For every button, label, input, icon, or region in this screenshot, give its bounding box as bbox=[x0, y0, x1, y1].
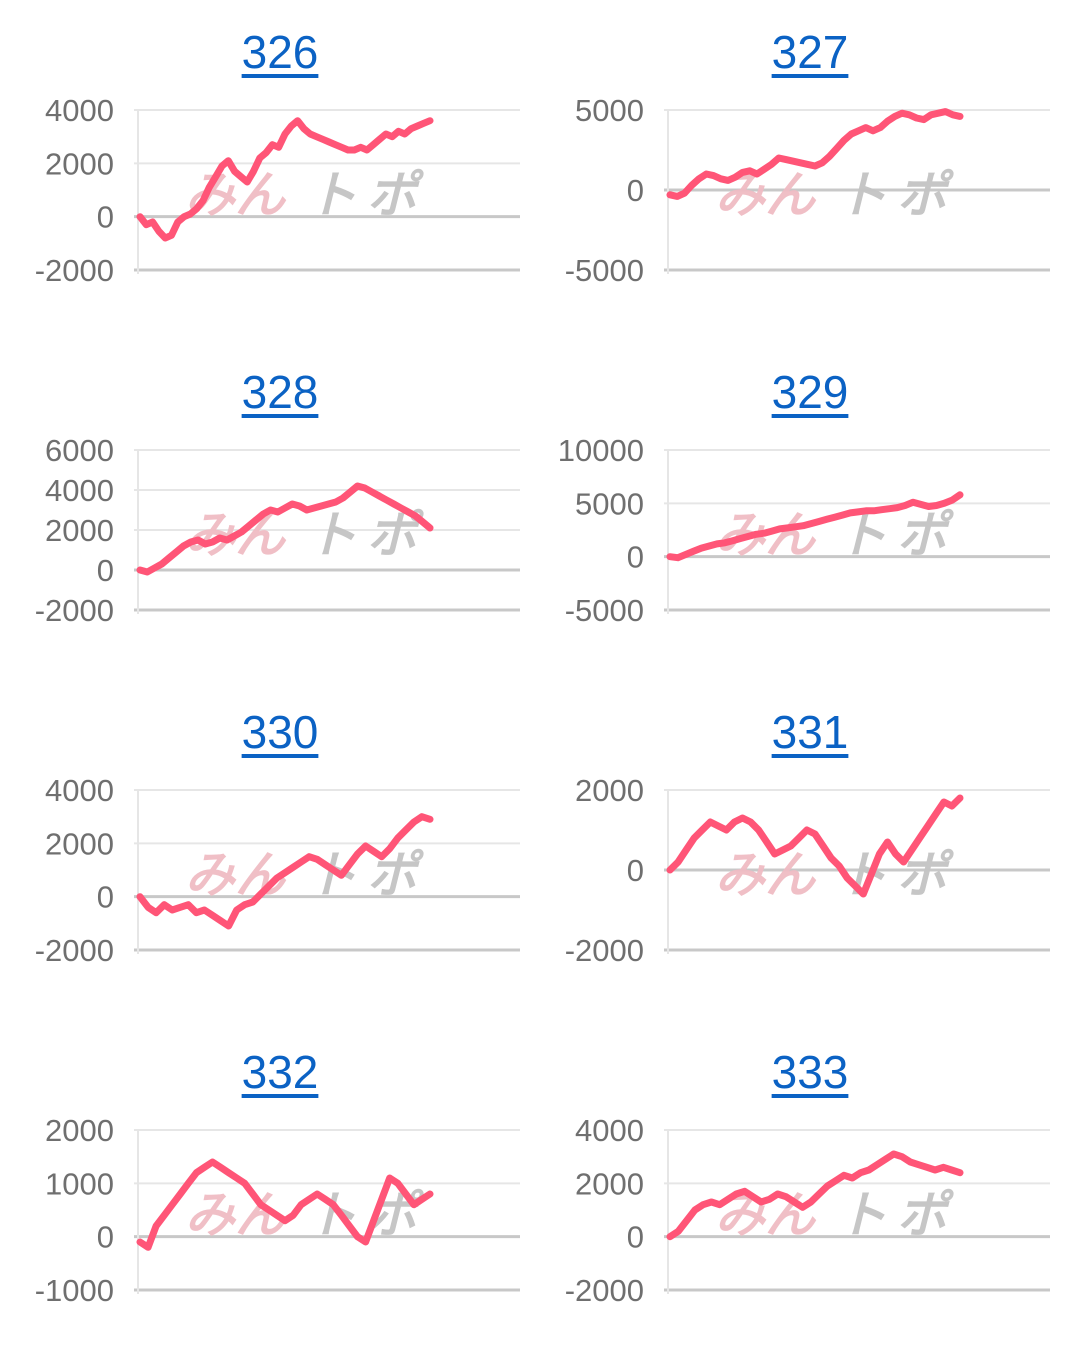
watermark-text-gray-2: ポ bbox=[897, 1187, 955, 1243]
y-tick-label: 1000 bbox=[45, 1166, 114, 1201]
y-tick-label: 0 bbox=[97, 880, 114, 915]
chart-panel-326: 4000 2000 0 -2000 みんトポ 326 bbox=[10, 0, 550, 340]
chart-title-link-326[interactable]: 326 bbox=[10, 26, 550, 78]
watermark-text-pink: みん bbox=[715, 167, 817, 223]
y-tick-label: 2000 bbox=[45, 826, 114, 861]
y-tick-label: 0 bbox=[627, 540, 644, 575]
y-tick-label: -1000 bbox=[35, 1273, 114, 1308]
y-tick-label: -2000 bbox=[565, 1273, 644, 1308]
y-tick-label: -2000 bbox=[565, 933, 644, 968]
y-tick-label: -5000 bbox=[565, 593, 644, 628]
chart-title-link-330[interactable]: 330 bbox=[10, 706, 550, 758]
watermark-logo: みんトポ bbox=[185, 1187, 425, 1243]
chart-panel-327: 5000 0 -5000 みんトポ 327 bbox=[540, 0, 1080, 340]
y-tick-label: -5000 bbox=[565, 253, 644, 288]
watermark-logo: みんトポ bbox=[715, 847, 955, 903]
y-tick-label: 4000 bbox=[45, 773, 114, 808]
y-tick-label: 4000 bbox=[45, 473, 114, 508]
y-tick-label: 0 bbox=[627, 1220, 644, 1255]
y-tick-label: 2000 bbox=[45, 513, 114, 548]
chart-title-link-332[interactable]: 332 bbox=[10, 1046, 550, 1098]
y-tick-label: 0 bbox=[97, 200, 114, 235]
y-tick-label: 4000 bbox=[45, 93, 114, 128]
watermark-text-gray: ト bbox=[837, 1187, 887, 1243]
watermark-text-pink: みん bbox=[715, 847, 817, 903]
watermark-text-pink: みん bbox=[185, 847, 287, 903]
y-tick-label: 0 bbox=[627, 853, 644, 888]
y-tick-label: -2000 bbox=[35, 933, 114, 968]
y-tick-label: 0 bbox=[627, 173, 644, 208]
watermark-text-gray: ト bbox=[307, 167, 357, 223]
y-tick-label: 6000 bbox=[45, 433, 114, 468]
watermark-text-gray: ト bbox=[307, 507, 357, 563]
y-tick-label: 0 bbox=[97, 1220, 114, 1255]
chart-title-link-328[interactable]: 328 bbox=[10, 366, 550, 418]
watermark-text-gray-2: ポ bbox=[367, 167, 425, 223]
y-tick-label: -2000 bbox=[35, 253, 114, 288]
y-tick-label: 5000 bbox=[575, 93, 644, 128]
watermark-text-gray-2: ポ bbox=[897, 507, 955, 563]
chart-title-link-329[interactable]: 329 bbox=[540, 366, 1080, 418]
y-tick-label: 0 bbox=[97, 553, 114, 588]
y-tick-label: 10000 bbox=[558, 433, 644, 468]
chart-title-link-331[interactable]: 331 bbox=[540, 706, 1080, 758]
chart-title-link-327[interactable]: 327 bbox=[540, 26, 1080, 78]
y-tick-label: 2000 bbox=[45, 1113, 114, 1148]
chart-panel-332: 2000 1000 0 -1000 みんトポ 332 bbox=[10, 1020, 550, 1360]
y-tick-label: 5000 bbox=[575, 486, 644, 521]
y-tick-label: 4000 bbox=[575, 1113, 644, 1148]
y-tick-label: 2000 bbox=[575, 773, 644, 808]
y-tick-label: 2000 bbox=[575, 1166, 644, 1201]
y-tick-label: -2000 bbox=[35, 593, 114, 628]
watermark-text-gray: ト bbox=[837, 167, 887, 223]
chart-panel-331: 2000 0 -2000 みんトポ 331 bbox=[540, 680, 1080, 1020]
chart-title-link-333[interactable]: 333 bbox=[540, 1046, 1080, 1098]
y-tick-label: 2000 bbox=[45, 146, 114, 181]
watermark-logo: みんトポ bbox=[185, 167, 425, 223]
watermark-logo: みんトポ bbox=[715, 167, 955, 223]
watermark-text-gray-2: ポ bbox=[897, 167, 955, 223]
